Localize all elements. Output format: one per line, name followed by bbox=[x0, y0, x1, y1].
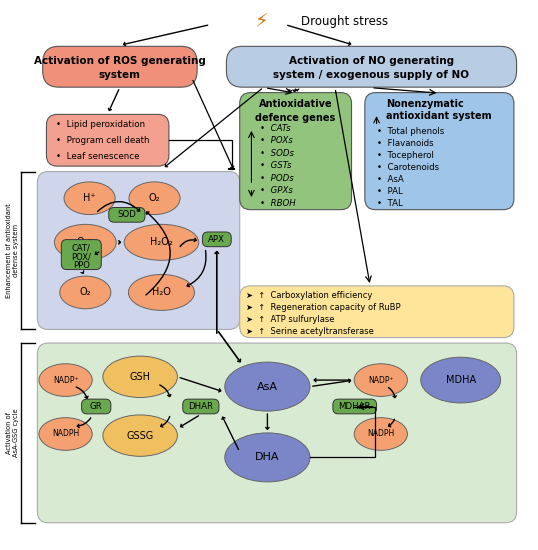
Text: •  Lipid peroxidation: • Lipid peroxidation bbox=[56, 120, 145, 129]
Text: AsA: AsA bbox=[257, 382, 278, 392]
Text: H⁺: H⁺ bbox=[83, 193, 96, 204]
Text: antioxidant system: antioxidant system bbox=[386, 111, 492, 121]
Text: •  PODs: • PODs bbox=[260, 174, 294, 183]
Text: ⚡: ⚡ bbox=[254, 12, 268, 31]
Ellipse shape bbox=[39, 417, 92, 450]
Text: Enhancement of antioxidant
defense system: Enhancement of antioxidant defense syste… bbox=[6, 203, 19, 298]
Text: •  Tocepherol: • Tocepherol bbox=[377, 151, 434, 160]
Ellipse shape bbox=[225, 362, 310, 411]
FancyBboxPatch shape bbox=[226, 46, 516, 87]
Ellipse shape bbox=[64, 182, 115, 214]
Ellipse shape bbox=[103, 415, 178, 456]
Text: CAT/: CAT/ bbox=[72, 244, 91, 252]
FancyBboxPatch shape bbox=[43, 46, 197, 87]
Ellipse shape bbox=[421, 357, 501, 403]
Text: H₂O: H₂O bbox=[152, 288, 171, 298]
Text: NADP⁺: NADP⁺ bbox=[368, 376, 394, 384]
Text: •  PAL: • PAL bbox=[377, 187, 402, 196]
Text: GSSG: GSSG bbox=[126, 431, 154, 441]
Text: •  GPXs: • GPXs bbox=[260, 186, 293, 195]
Ellipse shape bbox=[39, 364, 92, 397]
Text: Activation of ROS generating: Activation of ROS generating bbox=[34, 56, 206, 67]
Text: APX: APX bbox=[208, 235, 225, 244]
FancyBboxPatch shape bbox=[61, 240, 101, 270]
Text: ➤  ↑  Carboxylation efficiency: ➤ ↑ Carboxylation efficiency bbox=[246, 291, 372, 300]
Text: system: system bbox=[99, 70, 141, 80]
Ellipse shape bbox=[354, 364, 407, 397]
Ellipse shape bbox=[129, 182, 180, 214]
Text: •  RBOH: • RBOH bbox=[260, 199, 296, 208]
Ellipse shape bbox=[103, 356, 178, 398]
Text: H₂O₂: H₂O₂ bbox=[150, 238, 173, 248]
Text: MDHA: MDHA bbox=[445, 375, 476, 385]
Text: NADPH: NADPH bbox=[367, 430, 394, 438]
FancyBboxPatch shape bbox=[109, 207, 145, 222]
FancyBboxPatch shape bbox=[82, 399, 111, 414]
Text: Activation of
AsA-GSG cycle: Activation of AsA-GSG cycle bbox=[6, 409, 19, 457]
Text: ➤  ↑  Serine acetyltransferase: ➤ ↑ Serine acetyltransferase bbox=[246, 327, 374, 336]
FancyBboxPatch shape bbox=[365, 92, 514, 210]
Text: PPO: PPO bbox=[73, 261, 90, 270]
Text: •  TAL: • TAL bbox=[377, 199, 402, 208]
Text: NADPH: NADPH bbox=[52, 430, 79, 438]
Text: Antioxidative: Antioxidative bbox=[259, 98, 332, 108]
Text: DHA: DHA bbox=[255, 453, 280, 463]
Ellipse shape bbox=[354, 417, 407, 450]
FancyBboxPatch shape bbox=[240, 286, 514, 338]
Ellipse shape bbox=[60, 276, 111, 309]
Text: POX/: POX/ bbox=[72, 252, 91, 261]
Text: ➤  ↑  Regeneration capacity of RuBP: ➤ ↑ Regeneration capacity of RuBP bbox=[246, 303, 401, 312]
Ellipse shape bbox=[225, 433, 310, 482]
Text: NADP⁺: NADP⁺ bbox=[53, 376, 79, 384]
Text: •  Leaf senescence: • Leaf senescence bbox=[56, 152, 139, 161]
Ellipse shape bbox=[129, 274, 194, 310]
Text: •  GSTs: • GSTs bbox=[260, 161, 292, 170]
Text: Nonenzymatic: Nonenzymatic bbox=[386, 98, 464, 108]
Text: system / exogenous supply of NO: system / exogenous supply of NO bbox=[273, 70, 470, 80]
Text: •  Total phenols: • Total phenols bbox=[377, 127, 444, 136]
Text: Activation of NO generating: Activation of NO generating bbox=[289, 56, 454, 67]
Text: •  Flavanoids: • Flavanoids bbox=[377, 139, 433, 148]
Ellipse shape bbox=[124, 224, 199, 260]
Text: SOD: SOD bbox=[117, 210, 136, 219]
Text: DHAR: DHAR bbox=[188, 402, 214, 411]
Text: •  AsA: • AsA bbox=[377, 175, 404, 184]
Text: O₂: O₂ bbox=[80, 288, 91, 298]
FancyBboxPatch shape bbox=[46, 114, 169, 166]
Text: •  CATs: • CATs bbox=[260, 124, 291, 133]
FancyBboxPatch shape bbox=[202, 232, 231, 247]
Text: •  Program cell death: • Program cell death bbox=[56, 136, 150, 145]
FancyBboxPatch shape bbox=[333, 399, 377, 414]
Text: •  SODs: • SODs bbox=[260, 148, 294, 157]
Text: GR: GR bbox=[90, 402, 103, 411]
FancyBboxPatch shape bbox=[37, 172, 240, 329]
Text: MDHAR: MDHAR bbox=[338, 402, 371, 411]
Text: GSH: GSH bbox=[130, 372, 151, 382]
Text: •  POXs: • POXs bbox=[260, 136, 293, 145]
Text: O₂⁻: O₂⁻ bbox=[77, 238, 94, 248]
Text: •  Carotenoids: • Carotenoids bbox=[377, 163, 438, 172]
Ellipse shape bbox=[54, 224, 116, 260]
FancyBboxPatch shape bbox=[37, 343, 516, 522]
Text: O₂: O₂ bbox=[149, 193, 160, 204]
Text: Drought stress: Drought stress bbox=[301, 15, 388, 29]
FancyBboxPatch shape bbox=[183, 399, 219, 414]
FancyBboxPatch shape bbox=[240, 92, 351, 210]
Text: defence genes: defence genes bbox=[256, 113, 336, 123]
Text: ➤  ↑  ATP sulfurylase: ➤ ↑ ATP sulfurylase bbox=[246, 315, 335, 324]
